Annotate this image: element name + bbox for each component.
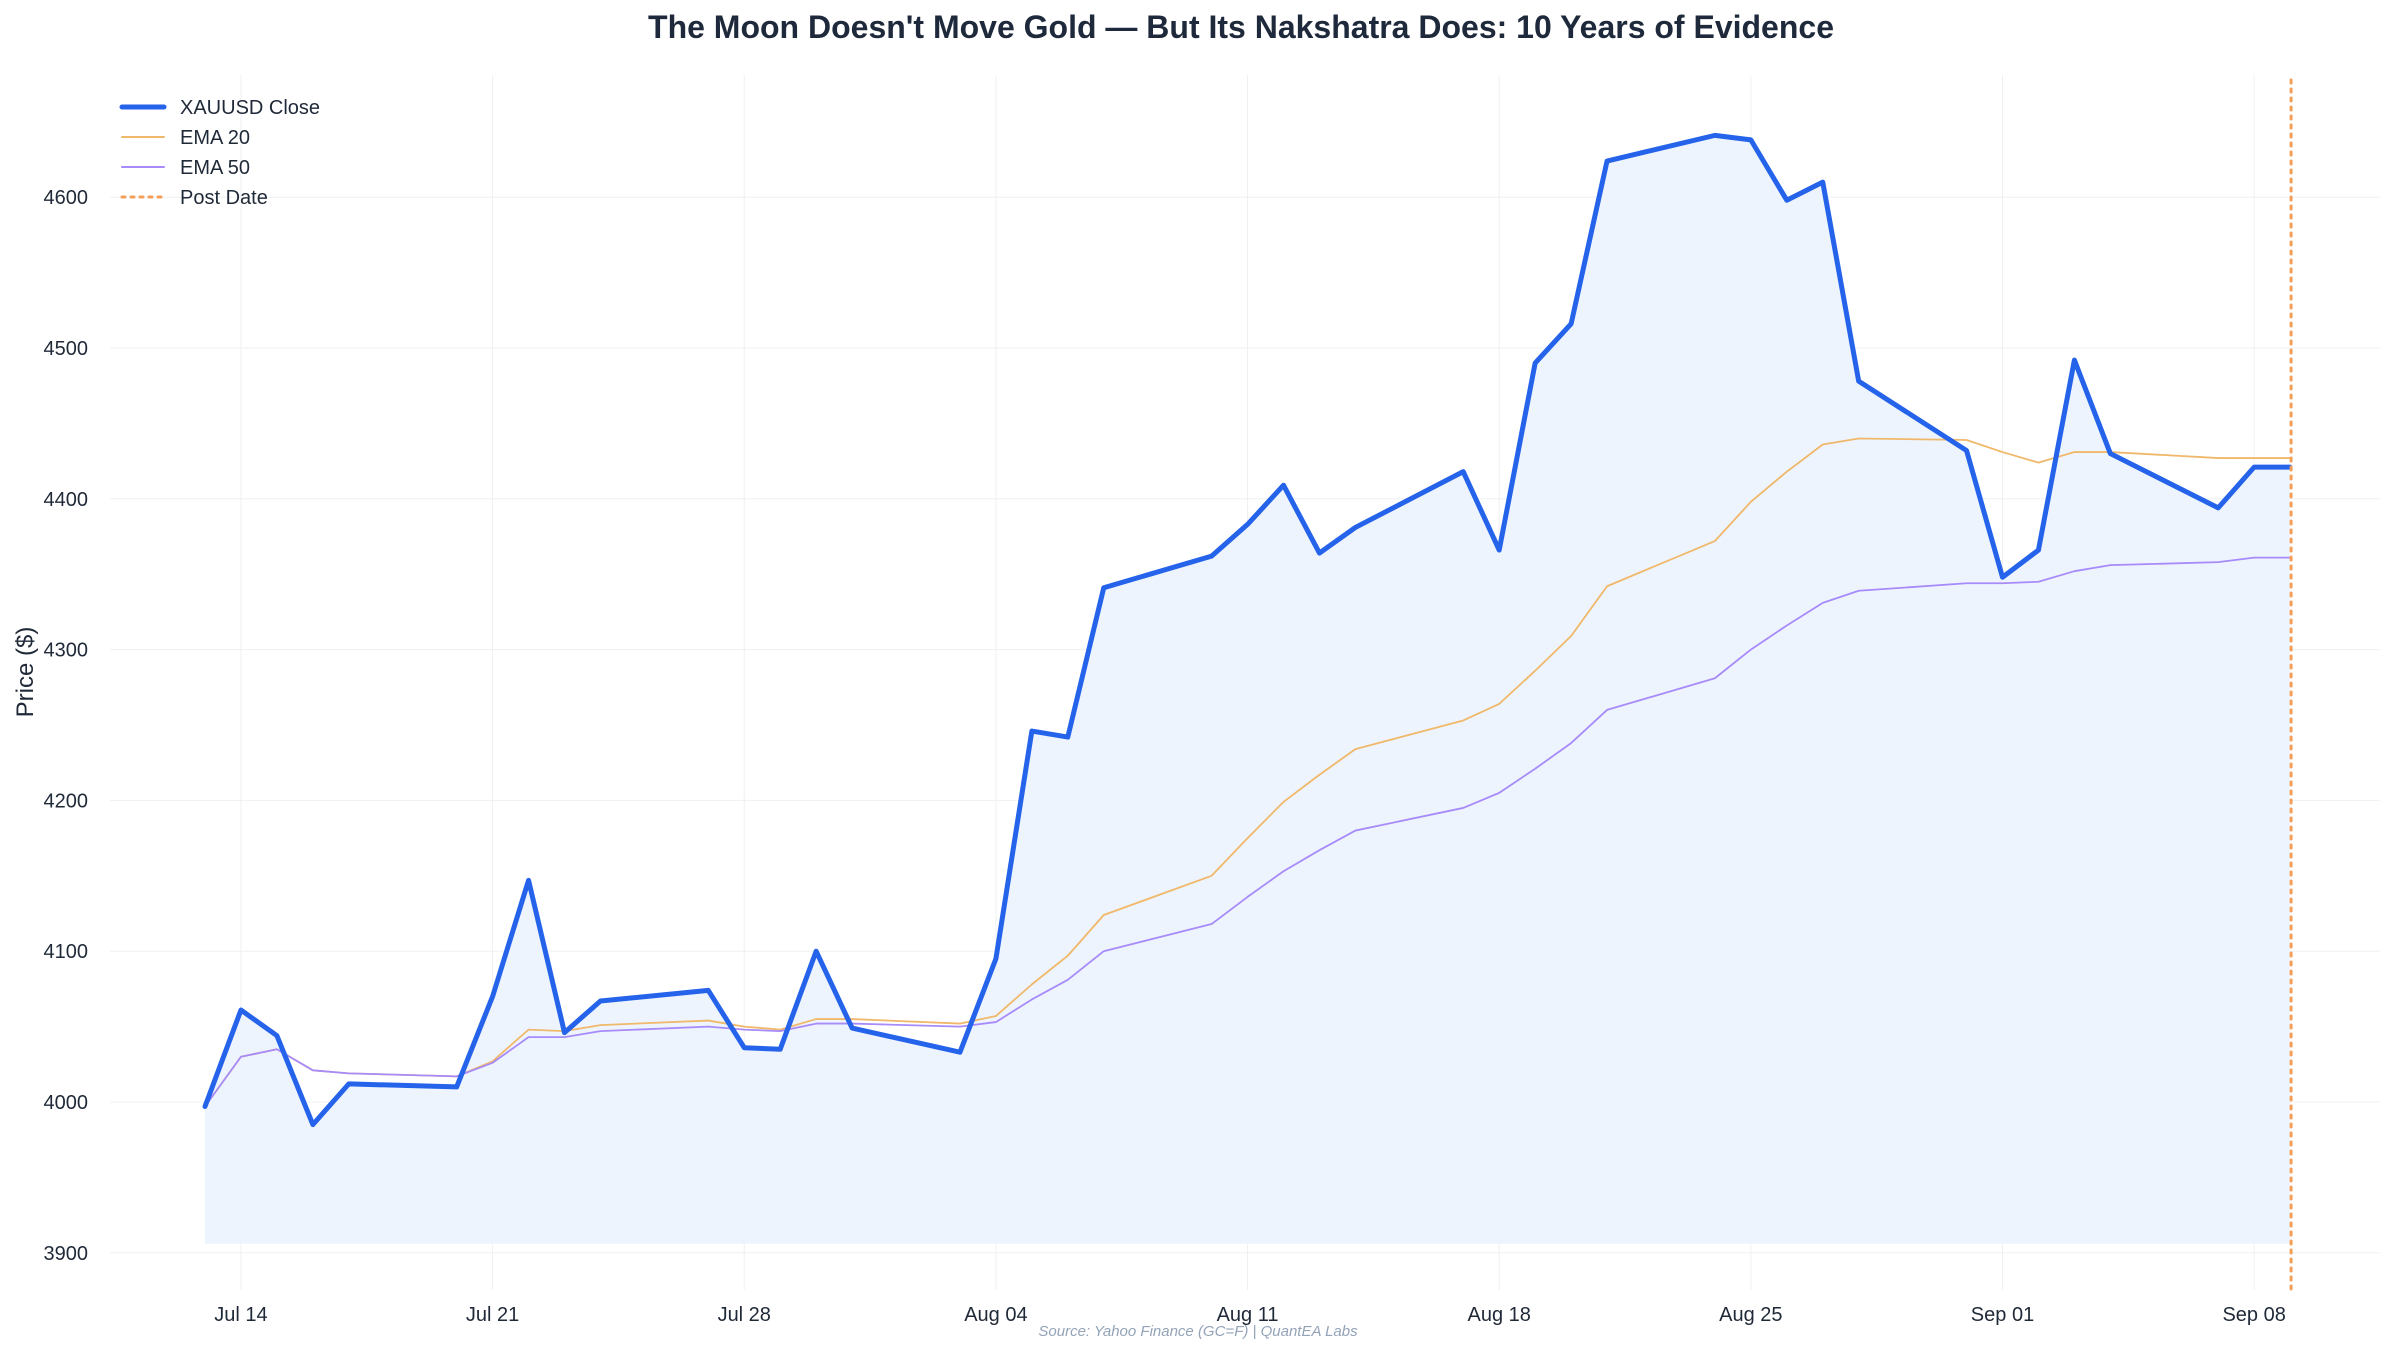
x-tick-label: Jul 14 [214, 1304, 267, 1326]
x-tick-label: Aug 11 [1217, 1304, 1279, 1326]
series-lines [202, 132, 2293, 1128]
legend-label: Post Date [180, 187, 268, 209]
x-tick-label: Aug 25 [1719, 1304, 1782, 1326]
x-axis-ticks: Jul 14 Jul 21 Jul 28 Aug 04 Aug 11 Aug 18 Aug … [214, 1304, 2286, 1326]
ema-20-line [204, 437, 2291, 1108]
source-note: Source: Yahoo Finance (GC=F) | QuantEA L… [1038, 1323, 1358, 1340]
legend-xauusd-close: XAUUSD Close [119, 97, 320, 119]
y-tick-label: 4000 [44, 1092, 89, 1114]
x-tick-label: Aug 18 [1468, 1304, 1531, 1326]
x-tick-label: Jul 21 [466, 1304, 519, 1326]
xauusd-close-area [205, 135, 2291, 1244]
y-tick-label: 4100 [44, 941, 89, 963]
legend: XAUUSD Close EMA 20 EMA 50 Post Date [119, 97, 320, 209]
close-area-fill [205, 135, 2291, 1244]
y-axis-ticks: 3900 4000 4100 4200 4300 4400 4500 4600 [44, 187, 89, 1265]
x-tick-label: Sep 01 [1971, 1304, 2034, 1326]
y-tick-label: 4200 [44, 790, 89, 812]
legend-label: XAUUSD Close [180, 97, 320, 119]
y-tick-label: 3900 [44, 1243, 89, 1265]
legend-ema-20: EMA 20 [121, 127, 250, 149]
y-tick-label: 4400 [44, 489, 89, 511]
legend-label: EMA 20 [180, 127, 250, 149]
x-tick-label: Jul 28 [718, 1304, 771, 1326]
legend-post-date: Post Date [120, 187, 268, 209]
y-tick-label: 4600 [44, 187, 89, 209]
chart-title: The Moon Doesn't Move Gold — But Its Nak… [648, 9, 1834, 45]
x-tick-label: Sep 08 [2222, 1304, 2285, 1326]
xauusd-close-line [202, 132, 2293, 1128]
y-tick-label: 4500 [44, 338, 89, 360]
ema-50-line [204, 556, 2291, 1108]
y-tick-label: 4300 [44, 640, 89, 662]
legend-ema-50: EMA 50 [121, 157, 250, 179]
legend-label: EMA 50 [180, 157, 250, 179]
y-axis-label: Price ($) [12, 627, 39, 718]
x-tick-label: Aug 04 [964, 1304, 1027, 1326]
